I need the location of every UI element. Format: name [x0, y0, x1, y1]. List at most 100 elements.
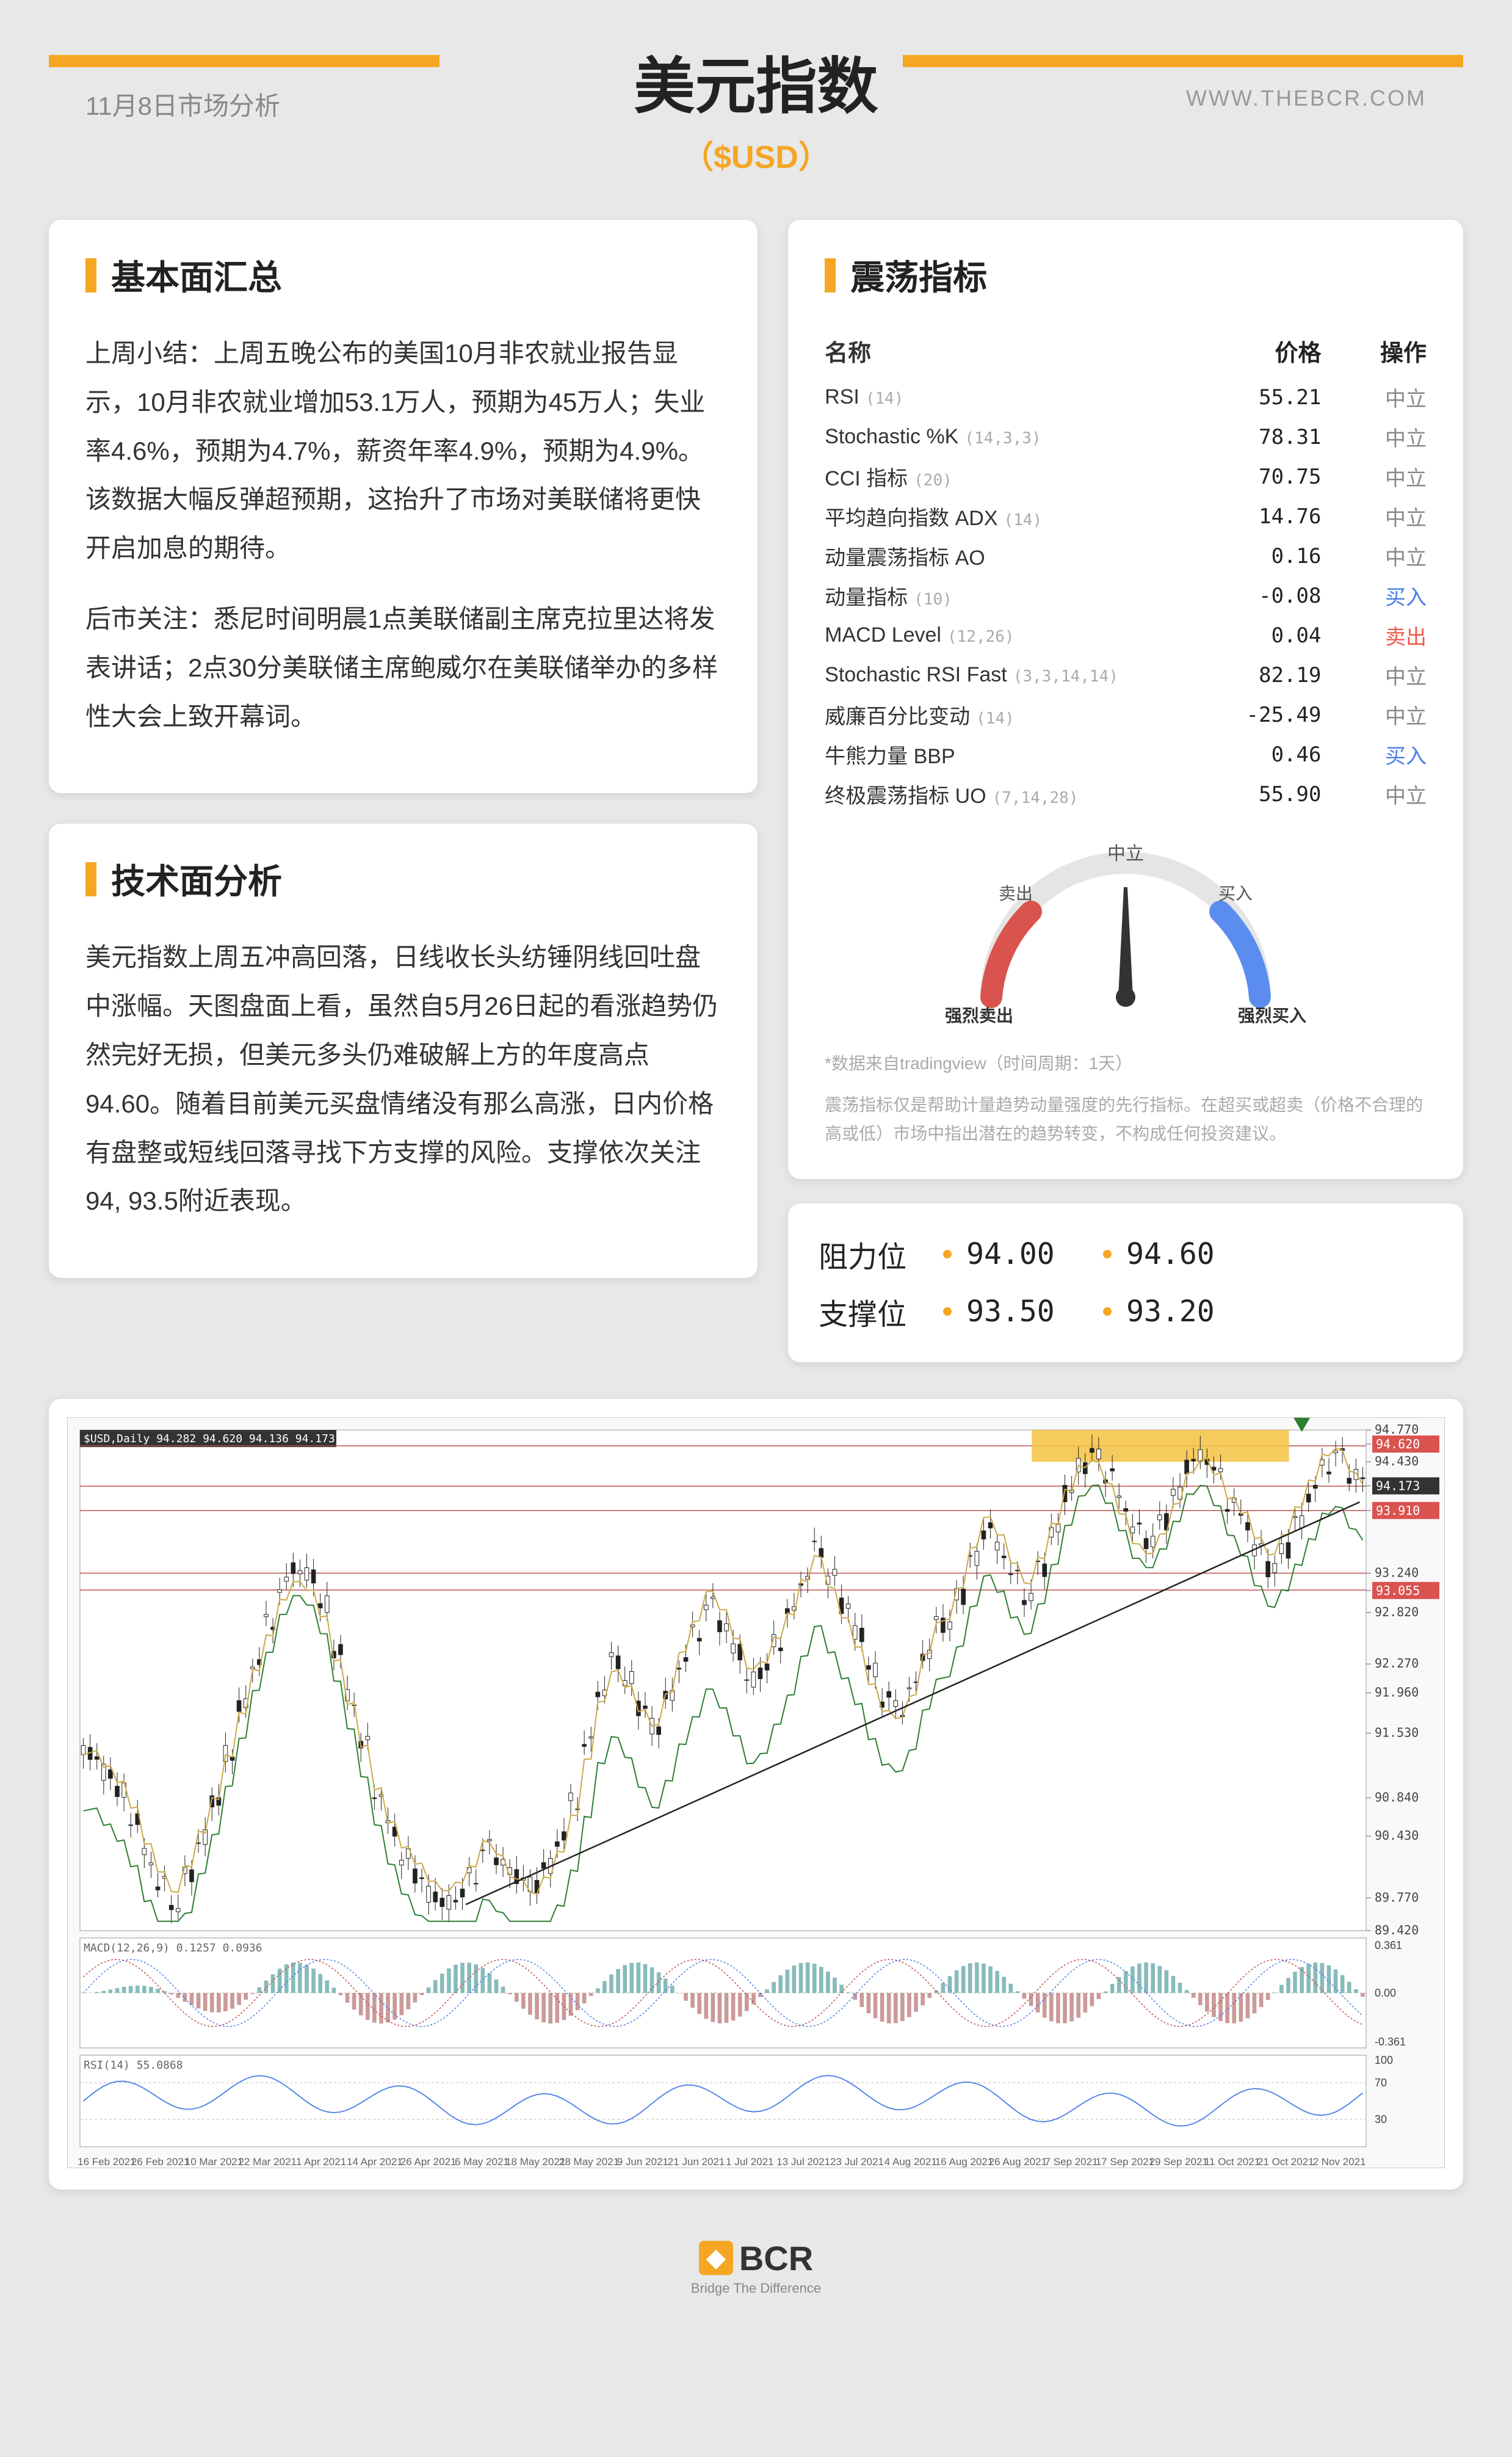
- gauge-note-1: *数据来自tradingview（时间周期：1天）: [825, 1049, 1427, 1078]
- gauge-svg: 中立 卖出 买入 强烈卖出 强烈买入: [936, 838, 1315, 1034]
- header: 11月8日市场分析 WWW.THEBCR.COM 美元指数 （$USD）: [49, 37, 1463, 177]
- osc-name: 终极震荡指标 UO(7,14,28): [825, 779, 1186, 809]
- technical-card: 技术面分析 美元指数上周五冲高回落，日线收长头纺锤阴线回吐盘中涨幅。天图盘面上看…: [49, 824, 758, 1278]
- gauge-note-2: 震荡指标仅是帮助计量趋势动量强度的先行指标。在超买或超卖（价格不合理的高或低）市…: [825, 1091, 1427, 1149]
- support-row: 支撑位 93.50 93.20: [819, 1283, 1433, 1340]
- svg-text:100: 100: [1375, 2054, 1393, 2066]
- svg-text:21 Jun 2021: 21 Jun 2021: [668, 2156, 725, 2168]
- osc-value: 0.16: [1186, 544, 1322, 568]
- osc-value: 0.04: [1186, 623, 1322, 648]
- osc-name: Stochastic RSI Fast(3,3,14,14): [825, 663, 1186, 687]
- page-subtitle: （$USD）: [49, 131, 1463, 177]
- gauge-label-neutral: 中立: [1107, 844, 1144, 864]
- accent-bar-icon: [85, 258, 96, 292]
- svg-text:26 Feb 2021: 26 Feb 2021: [131, 2156, 189, 2168]
- osc-name: CCI 指标(20): [825, 462, 1186, 492]
- levels-card: 阻力位 94.00 94.60 支撑位 93.50 93.20: [788, 1203, 1463, 1362]
- footer-tagline: Bridge The Difference: [49, 2281, 1463, 2296]
- accent-bar-icon: [85, 862, 96, 896]
- svg-text:29 Sep 2021: 29 Sep 2021: [1149, 2156, 1208, 2168]
- bullet-icon: [1103, 1250, 1112, 1258]
- svg-text:17 Sep 2021: 17 Sep 2021: [1096, 2156, 1154, 2168]
- fundamentals-card: 基本面汇总 上周小结：上周五晚公布的美国10月非农就业报告显示，10月非农就业增…: [49, 220, 758, 793]
- svg-text:0.361: 0.361: [1375, 1939, 1402, 1951]
- resistance-row: 阻力位 94.00 94.60: [819, 1225, 1433, 1283]
- svg-text:18 May 2021: 18 May 2021: [505, 2156, 565, 2168]
- svg-text:-0.361: -0.361: [1375, 2036, 1406, 2048]
- svg-text:1 Apr 2021: 1 Apr 2021: [296, 2156, 346, 2168]
- header-rule-left: [49, 55, 439, 67]
- svg-text:93.055: 93.055: [1376, 1583, 1420, 1598]
- svg-text:94.620: 94.620: [1376, 1437, 1420, 1451]
- oscillators-card: 震荡指标 名称 价格 操作 RSI(14) 55.21 中立 Stochasti…: [788, 220, 1463, 1179]
- accent-bar-icon: [825, 258, 836, 292]
- fundamentals-title: 基本面汇总: [111, 250, 282, 300]
- gauge-label-sell: 卖出: [999, 884, 1033, 903]
- svg-text:11 Oct 2021: 11 Oct 2021: [1204, 2156, 1260, 2168]
- svg-text:14 Apr 2021: 14 Apr 2021: [347, 2156, 403, 2168]
- osc-row: RSI(14) 55.21 中立: [825, 377, 1427, 417]
- osc-row: 平均趋向指数 ADX(14) 14.76 中立: [825, 496, 1427, 536]
- svg-text:90.840: 90.840: [1375, 1790, 1419, 1804]
- svg-text:23 Jul 2021: 23 Jul 2021: [830, 2156, 884, 2168]
- osc-action: 中立: [1321, 382, 1427, 412]
- osc-name: 牛熊力量 BBP: [825, 739, 1186, 769]
- resistance-v1: 94.00: [966, 1237, 1088, 1271]
- svg-text:2 Nov 2021: 2 Nov 2021: [1313, 2156, 1366, 2168]
- svg-text:9 Jun 2021: 9 Jun 2021: [617, 2156, 668, 2168]
- osc-name: 动量震荡指标 AO: [825, 541, 1186, 571]
- svg-text:30: 30: [1375, 2113, 1387, 2125]
- osc-row: MACD Level(12,26) 0.04 卖出: [825, 615, 1427, 655]
- svg-text:1 Jul 2021: 1 Jul 2021: [726, 2156, 773, 2168]
- support-v2: 93.20: [1126, 1294, 1248, 1329]
- svg-text:26 Aug 2021: 26 Aug 2021: [989, 2156, 1047, 2168]
- header-url: WWW.THEBCR.COM: [1186, 85, 1427, 111]
- bullet-icon: [943, 1250, 952, 1258]
- osc-value: -0.08: [1186, 584, 1322, 608]
- svg-text:89.420: 89.420: [1375, 1923, 1419, 1937]
- osc-col-action: 操作: [1321, 334, 1427, 368]
- svg-text:93.910: 93.910: [1376, 1503, 1420, 1518]
- technical-title: 技术面分析: [111, 854, 282, 904]
- footer-logo: ◆ BCR: [699, 2238, 813, 2278]
- svg-text:13 Jul 2021: 13 Jul 2021: [776, 2156, 830, 2168]
- osc-name: 威廉百分比变动(14): [825, 700, 1186, 730]
- svg-text:94.173: 94.173: [1376, 1478, 1420, 1493]
- svg-text:22 Mar 2021: 22 Mar 2021: [239, 2156, 297, 2168]
- osc-name: 平均趋向指数 ADX(14): [825, 501, 1186, 531]
- osc-name: 动量指标(10): [825, 581, 1186, 611]
- technical-p1: 美元指数上周五冲高回落，日线收长头纺锤阴线回吐盘中涨幅。天图盘面上看，虽然自5月…: [85, 933, 721, 1225]
- fundamentals-p1: 上周小结：上周五晚公布的美国10月非农就业报告显示，10月非农就业增加53.1万…: [85, 329, 721, 573]
- price-chart-card: $USD,Daily 94.282 94.620 94.136 94.173 94…: [49, 1399, 1463, 2190]
- resistance-v2: 94.60: [1126, 1237, 1248, 1271]
- svg-text:91.530: 91.530: [1375, 1725, 1419, 1740]
- osc-value: 55.21: [1186, 385, 1322, 410]
- svg-text:28 May 2021: 28 May 2021: [559, 2156, 619, 2168]
- osc-action: 中立: [1321, 501, 1427, 531]
- svg-text:91.960: 91.960: [1375, 1685, 1419, 1699]
- footer-brand: BCR: [739, 2238, 813, 2278]
- osc-row: 威廉百分比变动(14) -25.49 中立: [825, 695, 1427, 735]
- osc-value: 70.75: [1186, 465, 1322, 489]
- svg-text:16 Feb 2021: 16 Feb 2021: [78, 2156, 136, 2168]
- osc-row: Stochastic %K(14,3,3) 78.31 中立: [825, 417, 1427, 457]
- bullet-icon: [943, 1307, 952, 1316]
- footer: ◆ BCR Bridge The Difference: [49, 2220, 1463, 2303]
- osc-row: CCI 指标(20) 70.75 中立: [825, 457, 1427, 496]
- svg-text:94.770: 94.770: [1375, 1422, 1419, 1437]
- osc-row: 终极震荡指标 UO(7,14,28) 55.90 中立: [825, 774, 1427, 814]
- osc-action: 买入: [1321, 581, 1427, 611]
- osc-action: 中立: [1321, 462, 1427, 492]
- osc-value: 82.19: [1186, 663, 1322, 688]
- gauge-label-buy: 买入: [1218, 884, 1253, 903]
- gauge: 中立 卖出 买入 强烈卖出 强烈买入: [825, 838, 1427, 1037]
- svg-text:89.770: 89.770: [1375, 1890, 1419, 1904]
- osc-row: 牛熊力量 BBP 0.46 买入: [825, 735, 1427, 774]
- osc-name: MACD Level(12,26): [825, 623, 1186, 647]
- svg-text:$USD,Daily 94.282 94.620 94.1: $USD,Daily 94.282 94.620 94.136 94.173: [84, 1432, 335, 1445]
- svg-text:94.430: 94.430: [1375, 1454, 1419, 1468]
- osc-action: 买入: [1321, 739, 1427, 769]
- osc-value: 0.46: [1186, 742, 1322, 767]
- osc-row: Stochastic RSI Fast(3,3,14,14) 82.19 中立: [825, 655, 1427, 695]
- svg-text:MACD(12,26,9) 0.1257 0.0936: MACD(12,26,9) 0.1257 0.0936: [84, 1942, 262, 1954]
